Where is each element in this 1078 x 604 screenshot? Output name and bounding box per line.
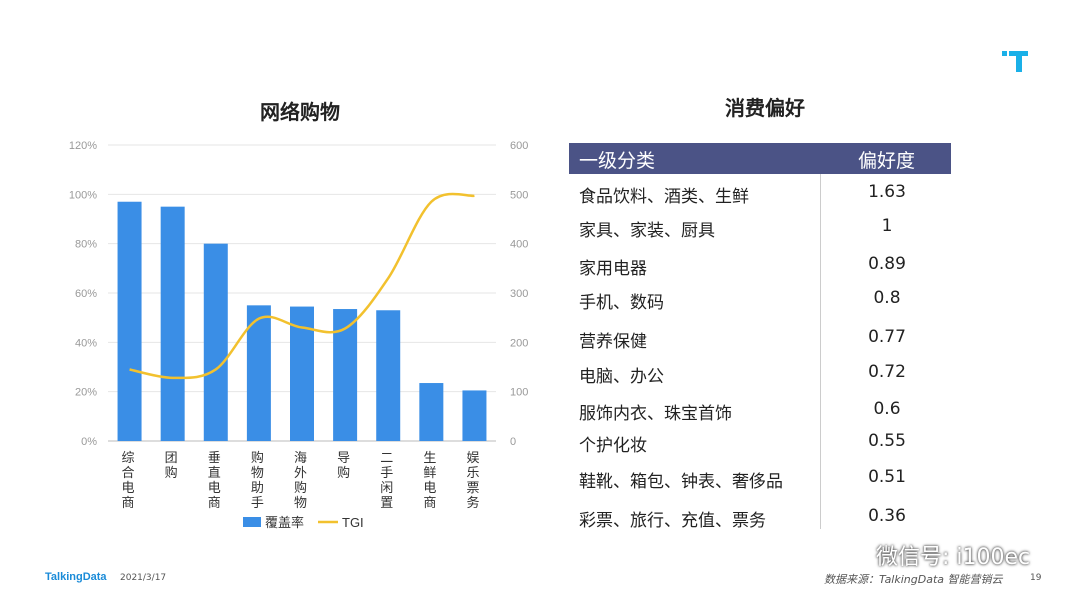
right-axis-tick-label: 0 (510, 436, 516, 448)
row-category: 家用电器 (579, 259, 647, 279)
bar (203, 243, 228, 441)
row-value: 0.51 (868, 467, 906, 487)
x-axis-category-label: 生鲜电商 (423, 451, 436, 511)
row-category: 家具、家装、厨具 (579, 221, 715, 241)
row-category: 彩票、旅行、充值、票务 (579, 511, 766, 531)
left-axis-tick-label: 0% (81, 436, 97, 448)
row-category: 服饰内衣、珠宝首饰 (579, 404, 732, 424)
table-row: 手机、数码 0.8 (569, 284, 951, 314)
row-value: 0.77 (868, 327, 906, 347)
row-value: 0.89 (868, 254, 906, 274)
x-axis-category-label: 海外购物 (294, 451, 307, 511)
column-divider (820, 174, 821, 529)
row-category: 营养保健 (579, 332, 647, 352)
row-value: 0.55 (868, 431, 906, 451)
right-axis-tick-label: 300 (510, 288, 528, 300)
table-row: 家具、家装、厨具 1 (569, 212, 951, 242)
right-axis-tick-label: 200 (510, 337, 528, 349)
header-category: 一级分类 (579, 150, 656, 172)
table-row: 电脑、办公 0.72 (569, 358, 951, 388)
row-category: 个护化妆 (579, 436, 647, 456)
bar (246, 305, 271, 441)
table-row: 个护化妆 0.55 (569, 427, 951, 457)
x-axis-category-label: 购物助手 (251, 450, 264, 511)
data-source: 数据来源：TalkingData 智能营销云 (824, 573, 1003, 586)
talkingdata-logo-icon (1002, 51, 1028, 72)
table-row: 鞋靴、箱包、钟表、奢侈品 0.51 (569, 463, 951, 493)
x-axis-category-label: 垂直电商 (208, 451, 221, 511)
row-value: 0.36 (868, 506, 906, 526)
left-axis-tick-label: 100% (69, 189, 97, 201)
table-row: 家用电器 0.89 (569, 250, 951, 280)
row-category: 食品饮料、酒类、生鲜 (579, 187, 749, 207)
table-row: 营养保健 0.77 (569, 323, 951, 353)
left-axis-tick-label: 20% (75, 387, 97, 399)
left-axis-tick-label: 60% (75, 288, 97, 300)
table-row: 彩票、旅行、充值、票务 0.36 (569, 502, 951, 532)
row-category: 鞋靴、箱包、钟表、奢侈品 (579, 472, 783, 492)
bar (117, 201, 142, 441)
x-axis-category-label: 娱乐票务 (466, 451, 479, 511)
row-value: 1.63 (868, 182, 906, 202)
row-category: 电脑、办公 (579, 367, 664, 387)
bar (376, 310, 401, 441)
bar (462, 390, 487, 441)
left-axis-tick-label: 120% (69, 140, 97, 152)
x-axis-category-label: 导购 (337, 451, 350, 481)
row-value: 0.6 (873, 399, 901, 419)
right-axis-tick-label: 600 (510, 140, 528, 152)
watermark: 微信号: i100ec (838, 538, 1030, 572)
right-axis-tick-label: 500 (510, 189, 528, 201)
row-value: 1 (881, 216, 893, 236)
x-axis-category-label: 团购 (165, 451, 178, 481)
row-category: 手机、数码 (579, 293, 664, 313)
header-preference: 偏好度 (858, 150, 916, 172)
tgi-line (129, 192, 475, 380)
bar (160, 206, 185, 441)
legend-bar-swatch (243, 517, 261, 527)
wechat-icon (839, 543, 870, 566)
chart-title: 网络购物 (260, 100, 340, 124)
row-value: 0.72 (868, 362, 906, 382)
right-axis-tick-label: 100 (510, 387, 528, 399)
legend-bar-label: 覆盖率 (265, 515, 304, 531)
row-value: 0.8 (873, 288, 901, 308)
watermark-text: 微信号: i100ec (876, 545, 1031, 570)
table-row: 食品饮料、酒类、生鲜 1.63 (569, 178, 951, 208)
footer-brand: TalkingData (45, 571, 107, 583)
page-number: 19 (1030, 573, 1042, 583)
footer-date: 2021/3/17 (120, 573, 167, 583)
table-row: 服饰内衣、珠宝首饰 0.6 (569, 395, 951, 425)
left-axis-tick-label: 80% (75, 239, 97, 251)
table-title: 消费偏好 (725, 96, 805, 120)
x-axis-category-label: 综合电商 (122, 451, 135, 511)
right-axis-tick-label: 400 (510, 239, 528, 251)
legend-line-label: TGI (342, 515, 364, 530)
x-axis-category-label: 二手闲置 (380, 451, 393, 511)
bar (419, 383, 444, 441)
left-axis-tick-label: 40% (75, 337, 97, 349)
table-header: 一级分类 偏好度 (569, 143, 951, 174)
